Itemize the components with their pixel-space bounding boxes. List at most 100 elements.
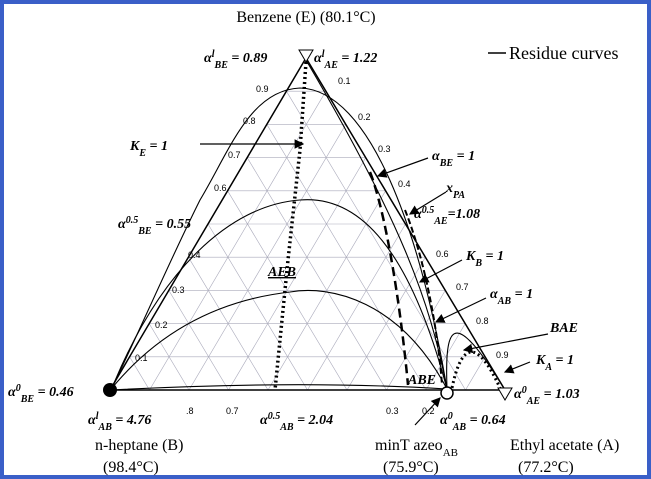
grid-line: [386, 290, 446, 391]
subscript: AB: [497, 296, 512, 307]
left-tick: 0.9: [256, 84, 269, 94]
k-label: KE = 1: [129, 139, 168, 159]
grid-line: [168, 290, 229, 391]
value: = 1: [146, 139, 168, 154]
alpha-be-curve: [368, 171, 410, 386]
grid-line: [246, 157, 387, 391]
value: = 2.04: [294, 413, 333, 428]
subscript: AB: [98, 422, 113, 433]
vertex-name: minT azeoAB: [375, 437, 458, 459]
superscript: l: [212, 49, 215, 60]
value: = 4.76: [112, 413, 151, 428]
alpha-label: α0.5BE = 0.55: [118, 215, 191, 237]
symbol: α: [8, 385, 16, 400]
subscript: AB: [452, 422, 467, 433]
superscript: 0: [448, 411, 453, 422]
subscript: AB: [279, 422, 294, 433]
value: = 0.55: [152, 217, 191, 232]
subscript: AE: [526, 396, 541, 407]
legend-label: Residue curves: [509, 43, 618, 63]
symbol: K: [129, 139, 141, 154]
symbol: K: [535, 353, 547, 368]
triangle: [108, 56, 507, 391]
right-tick: 0.3: [378, 144, 391, 154]
bottom-tick: 0.3: [386, 406, 399, 416]
right-tick: 0.2: [358, 112, 371, 122]
value: = 1: [453, 149, 475, 164]
alpha-label: αlBE = 0.89: [204, 49, 267, 71]
value: = 0.64: [466, 413, 505, 428]
grid-line: [266, 124, 427, 391]
xpa-curve: [404, 209, 443, 386]
title: Benzene (E) (80.1°C): [236, 9, 375, 26]
vertex-name: n-heptane (B): [95, 437, 183, 454]
symbol: α: [204, 51, 212, 66]
alpha-label: α0.5AE=1.08: [414, 205, 480, 227]
subscript: BE: [214, 60, 229, 71]
vertex-a: [497, 387, 513, 401]
left-tick: 0.3: [172, 285, 185, 295]
superscript: 0: [522, 385, 527, 396]
symbol: α: [260, 413, 268, 428]
vertex-e: [298, 49, 314, 63]
right-tick: 0.7: [456, 282, 469, 292]
k-label: xPA: [445, 181, 465, 201]
subscript: AB: [443, 447, 458, 459]
superscript: 0.5: [268, 411, 281, 422]
value: = 1: [552, 353, 574, 368]
left-tick: 0.6: [214, 183, 227, 193]
value: = 1: [511, 287, 533, 302]
value: = 1: [482, 249, 504, 264]
right-tick: 0.6: [436, 249, 449, 259]
k-label: KA = 1: [535, 353, 574, 373]
symbol: α: [88, 413, 96, 428]
subscript: B: [474, 258, 482, 269]
name: n-heptane (B): [95, 437, 183, 454]
superscript: 0.5: [422, 205, 435, 216]
symbol: K: [465, 249, 477, 264]
symbol: α: [432, 149, 440, 164]
alpha-label: α0BE = 0.46: [8, 383, 74, 405]
azeotrope: [440, 386, 454, 400]
pointer-arrows: [200, 139, 549, 426]
bottom-tick: .8: [186, 406, 194, 416]
subscript: AE: [324, 60, 339, 71]
symbol: α: [514, 387, 522, 402]
name: Ethyl acetate (A): [510, 437, 619, 454]
grid-line: [307, 223, 406, 391]
symbol: α: [414, 207, 422, 222]
bottom-tick: 0.7: [226, 406, 239, 416]
symbol: x: [445, 181, 453, 196]
subscript: BE: [439, 158, 454, 169]
subscript: A: [544, 362, 552, 373]
grid-line: [465, 356, 486, 391]
alpha-label: αlAB = 4.76: [88, 411, 151, 433]
ternary-grid: [129, 90, 486, 391]
superscript: 0: [16, 383, 21, 394]
right-tick: 0.8: [476, 316, 489, 326]
subscript: PA: [453, 190, 465, 201]
ka-curve: [450, 350, 502, 389]
bottom-tick: 0.2: [422, 406, 435, 416]
alpha-label: α0AE = 1.03: [514, 385, 580, 407]
left-tick: 0.8: [243, 116, 256, 126]
k-label: KB = 1: [465, 249, 504, 269]
left-tick: 0.1: [135, 353, 148, 363]
region-label: ABE: [407, 373, 436, 388]
vertex-temp: (77.2°C): [518, 459, 574, 476]
right-tick: 0.9: [496, 350, 509, 360]
left-tick: 0.2: [155, 320, 168, 330]
subscript: BE: [137, 226, 152, 237]
subscript: BE: [20, 394, 35, 405]
grid-line: [228, 157, 366, 391]
symbol: α: [118, 217, 126, 232]
grid-line: [148, 323, 190, 391]
right-tick: 0.1: [338, 76, 351, 86]
vertex-name: Ethyl acetate (A): [510, 437, 619, 454]
vertex-temp: (98.4°C): [103, 459, 159, 476]
grid-line: [188, 257, 269, 391]
value: = 1.03: [540, 387, 579, 402]
grid-line: [129, 356, 150, 391]
